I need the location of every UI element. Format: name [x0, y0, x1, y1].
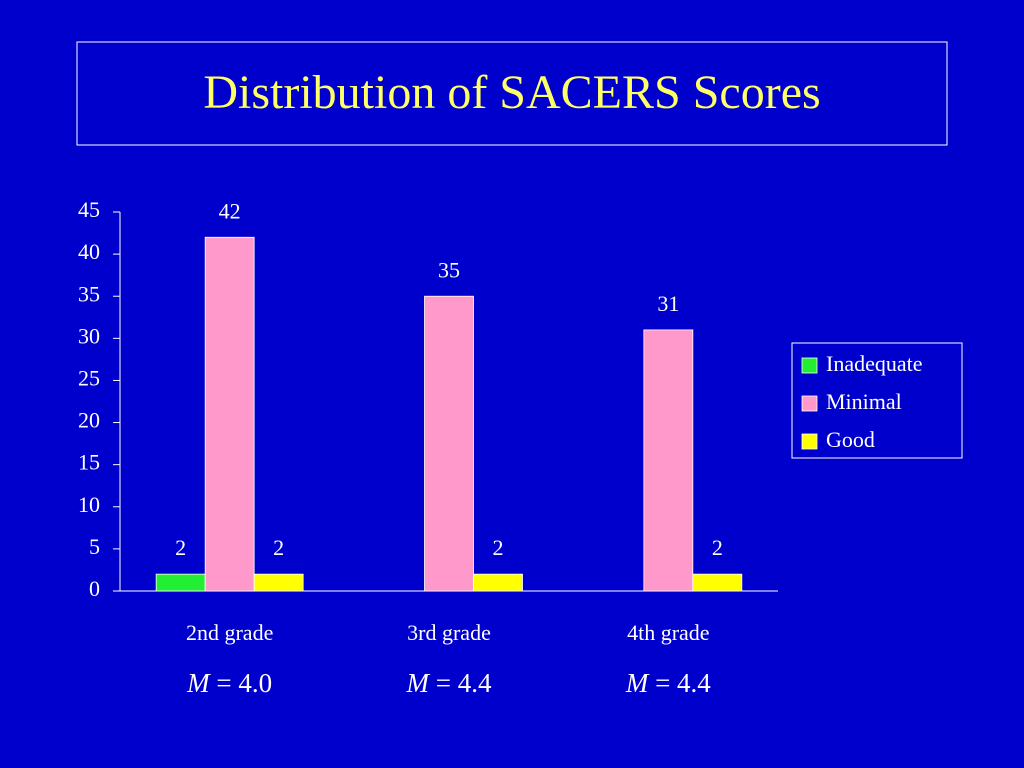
legend-swatch [801, 433, 818, 450]
x-tick-label: 4th grade [627, 620, 709, 645]
mean-annotation: M = 4.4 [625, 668, 711, 698]
bar [253, 573, 304, 592]
y-tick-label: 25 [78, 365, 100, 390]
y-tick-label: 0 [89, 576, 100, 601]
legend-label: Minimal [826, 389, 902, 414]
bar [424, 295, 474, 592]
value-label: 2 [493, 535, 504, 560]
value-label: 2 [712, 535, 723, 560]
legend-swatch [801, 395, 818, 412]
y-tick-label: 5 [89, 534, 100, 559]
bar [643, 329, 694, 592]
y-tick-label: 10 [78, 492, 100, 517]
legend-label: Inadequate [826, 351, 923, 376]
title-box [76, 41, 948, 146]
value-label: 31 [657, 291, 679, 316]
y-tick-label: 35 [78, 281, 100, 306]
bar [204, 236, 255, 592]
y-tick-label: 20 [78, 408, 100, 433]
x-tick-label: 3rd grade [407, 620, 491, 645]
x-tick-label: 2nd grade [186, 620, 273, 645]
y-tick-label: 45 [78, 197, 100, 222]
value-label: 35 [438, 257, 460, 282]
chart-title: Distribution of SACERS Scores [203, 66, 820, 119]
y-tick-label: 40 [78, 239, 100, 264]
mean-annotation: M = 4.4 [406, 668, 492, 698]
value-label: 2 [273, 535, 284, 560]
bar [473, 573, 523, 592]
value-label: 2 [175, 535, 186, 560]
bar [692, 573, 743, 592]
legend-box [791, 342, 963, 459]
legend-label: Good [826, 427, 875, 452]
legend-swatch [801, 357, 818, 374]
y-tick-label: 30 [78, 323, 100, 348]
y-tick-label: 15 [78, 450, 100, 475]
bar [155, 573, 206, 592]
mean-annotation: M = 4.0 [186, 668, 272, 698]
value-label: 42 [219, 198, 241, 223]
